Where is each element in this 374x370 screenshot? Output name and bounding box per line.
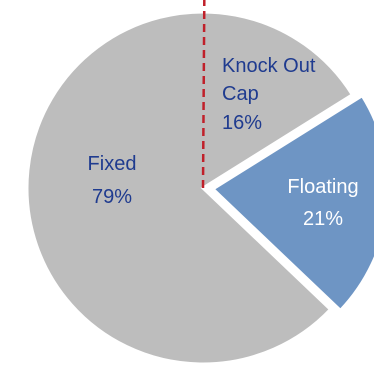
knock-out-cap-label-line2: Cap	[222, 83, 259, 105]
knock-out-cap-divider	[201, 0, 206, 189]
pie-slice-fixed	[25, 10, 355, 366]
fixed-label-name: Fixed	[88, 153, 137, 175]
fixed-label-value: 79%	[92, 186, 132, 208]
knock-out-cap-label-value: 16%	[222, 112, 262, 134]
floating-label-name: Floating	[287, 176, 358, 198]
floating-label-value: 21%	[303, 208, 343, 230]
knock-out-cap-label-line1: Knock Out	[222, 55, 316, 77]
